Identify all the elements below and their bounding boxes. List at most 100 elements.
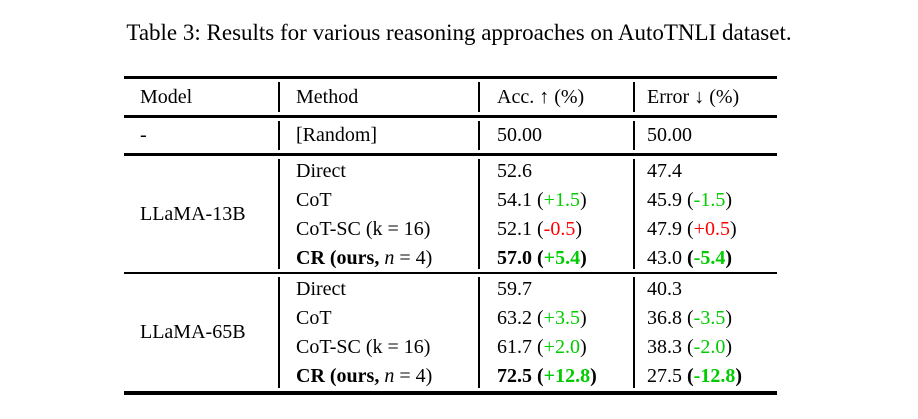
baseline-accuracy: 50.00 bbox=[478, 118, 633, 153]
model-label: LLaMA-65B bbox=[140, 321, 246, 343]
error-cell: 47.9 (+0.5) bbox=[647, 215, 777, 244]
method-cell: CR (ours, n = 4) bbox=[296, 362, 478, 391]
method-cell: CoT-SC (k = 16) bbox=[296, 333, 478, 362]
baseline-row: - [Random] 50.00 50.00 bbox=[124, 118, 777, 153]
error-cell: 43.0 (-5.4) bbox=[647, 244, 777, 273]
model-label: LLaMA-13B bbox=[140, 202, 246, 225]
header-method: Method bbox=[278, 79, 478, 115]
delta-value: +12.8 bbox=[543, 365, 591, 387]
method-text: CoT-SC (k = 16) bbox=[296, 218, 431, 240]
accuracy-cell-delta: (+2.0) bbox=[532, 336, 587, 358]
baseline-method: [Random] bbox=[278, 118, 478, 153]
error-cell: 40.3 bbox=[647, 275, 777, 304]
table-rule-below-baseline bbox=[124, 153, 777, 156]
error-cell-value: 47.4 bbox=[647, 160, 682, 182]
model-group-llama-13b: LLaMA-13B Direct CoT CoT-SC (k = 16) CR (ou… bbox=[124, 156, 777, 272]
table-rule-below-header bbox=[124, 115, 777, 118]
delta-value: -0.5 bbox=[543, 218, 576, 240]
delta-value: +1.5 bbox=[543, 189, 580, 211]
method-cell: CR (ours, n = 4) bbox=[296, 244, 478, 273]
accuracy-cell: 52.6 bbox=[497, 157, 633, 186]
baseline-model: - bbox=[140, 124, 147, 146]
error-cell-value: 45.9 bbox=[647, 189, 682, 211]
accuracy-cell-delta: (+3.5) bbox=[532, 307, 587, 329]
accuracy-cell-delta: (+5.4) bbox=[532, 247, 587, 269]
table-rule-top bbox=[124, 76, 777, 79]
error-cell-value: 38.3 bbox=[647, 336, 682, 358]
error-cell-delta: (+0.5) bbox=[682, 218, 737, 240]
method-text: CoT-SC (k = 16) bbox=[296, 336, 431, 358]
error-cell-delta: (-2.0) bbox=[682, 336, 733, 358]
delta-value: +3.5 bbox=[543, 307, 580, 329]
method-text: = 4) bbox=[394, 247, 433, 269]
method-column: Direct CoT CoT-SC (k = 16) CR (ours, n = 4) bbox=[278, 274, 478, 391]
error-cell-delta: (-12.8) bbox=[682, 365, 743, 387]
method-text: n bbox=[384, 247, 395, 269]
error-cell-value: 47.9 bbox=[647, 218, 682, 240]
method-text: CR (ours, bbox=[296, 365, 385, 387]
delta-value: -3.5 bbox=[693, 307, 726, 329]
accuracy-cell-value: 52.1 bbox=[497, 218, 532, 240]
accuracy-cell-value: 72.5 bbox=[497, 365, 532, 387]
accuracy-cell-delta: (+12.8) bbox=[532, 365, 597, 387]
error-column: 47.4 45.9 (-1.5) 47.9 (+0.5) 43.0 (-5.4) bbox=[633, 156, 777, 272]
delta-value: +0.5 bbox=[693, 218, 730, 240]
accuracy-cell-value: 57.0 bbox=[497, 247, 532, 269]
accuracy-cell: 63.2 (+3.5) bbox=[497, 304, 633, 333]
method-cell: Direct bbox=[296, 157, 478, 186]
error-cell-value: 36.8 bbox=[647, 307, 682, 329]
method-text: n bbox=[384, 365, 395, 387]
baseline-error: 50.00 bbox=[633, 118, 777, 153]
accuracy-cell: 52.1 (-0.5) bbox=[497, 215, 633, 244]
header-error: Error ↓ (%) bbox=[633, 79, 777, 115]
delta-value: +2.0 bbox=[543, 336, 580, 358]
delta-value: -12.8 bbox=[693, 365, 736, 387]
accuracy-cell: 61.7 (+2.0) bbox=[497, 333, 633, 362]
error-cell: 45.9 (-1.5) bbox=[647, 186, 777, 215]
error-cell-delta: (-1.5) bbox=[682, 189, 733, 211]
table-rule-bottom bbox=[124, 391, 777, 395]
error-cell: 27.5 (-12.8) bbox=[647, 362, 777, 391]
method-cell: CoT bbox=[296, 304, 478, 333]
delta-value: -5.4 bbox=[693, 247, 726, 269]
accuracy-cell: 54.1 (+1.5) bbox=[497, 186, 633, 215]
accuracy-cell: 72.5 (+12.8) bbox=[497, 362, 633, 391]
method-column: Direct CoT CoT-SC (k = 16) CR (ours, n = 4) bbox=[278, 156, 478, 272]
accuracy-column: 52.6 54.1 (+1.5) 52.1 (-0.5) 57.0 (+5.4) bbox=[478, 156, 633, 272]
accuracy-cell-value: 54.1 bbox=[497, 189, 532, 211]
error-cell-value: 40.3 bbox=[647, 278, 682, 300]
accuracy-cell-value: 59.7 bbox=[497, 278, 532, 300]
accuracy-cell-delta: (+1.5) bbox=[532, 189, 587, 211]
accuracy-cell-delta: (-0.5) bbox=[532, 218, 583, 240]
model-group-llama-65b: LLaMA-65B Direct CoT CoT-SC (k = 16) CR (ou… bbox=[124, 274, 777, 391]
model-name-cell: LLaMA-65B bbox=[124, 274, 278, 391]
delta-value: +5.4 bbox=[543, 247, 581, 269]
method-text: Direct bbox=[296, 278, 346, 300]
delta-value: -2.0 bbox=[693, 336, 726, 358]
method-text: CoT bbox=[296, 307, 332, 329]
method-cell: CoT bbox=[296, 186, 478, 215]
accuracy-cell: 59.7 bbox=[497, 275, 633, 304]
model-name-cell: LLaMA-13B bbox=[124, 156, 278, 272]
table-caption: Table 3: Results for various reasoning a… bbox=[126, 20, 792, 45]
accuracy-cell-value: 52.6 bbox=[497, 160, 532, 182]
results-table: Model Method Acc. ↑ (%) Error ↓ (%) - [R… bbox=[124, 76, 777, 395]
delta-value: -1.5 bbox=[693, 189, 726, 211]
error-cell-delta: (-5.4) bbox=[682, 247, 733, 269]
method-text: = 4) bbox=[394, 365, 433, 387]
accuracy-cell-value: 63.2 bbox=[497, 307, 532, 329]
accuracy-cell-value: 61.7 bbox=[497, 336, 532, 358]
error-cell-value: 43.0 bbox=[647, 247, 682, 269]
error-cell: 47.4 bbox=[647, 157, 777, 186]
method-text: CoT bbox=[296, 189, 332, 211]
method-cell: CoT-SC (k = 16) bbox=[296, 215, 478, 244]
method-text: Direct bbox=[296, 160, 346, 182]
method-cell: Direct bbox=[296, 275, 478, 304]
error-cell-value: 27.5 bbox=[647, 365, 682, 387]
error-cell: 36.8 (-3.5) bbox=[647, 304, 777, 333]
header-row: Model Method Acc. ↑ (%) Error ↓ (%) bbox=[124, 79, 777, 115]
header-model: Model bbox=[140, 85, 193, 108]
error-column: 40.3 36.8 (-3.5) 38.3 (-2.0) 27.5 (-12.8) bbox=[633, 274, 777, 391]
table-rule-between-groups bbox=[124, 272, 777, 274]
